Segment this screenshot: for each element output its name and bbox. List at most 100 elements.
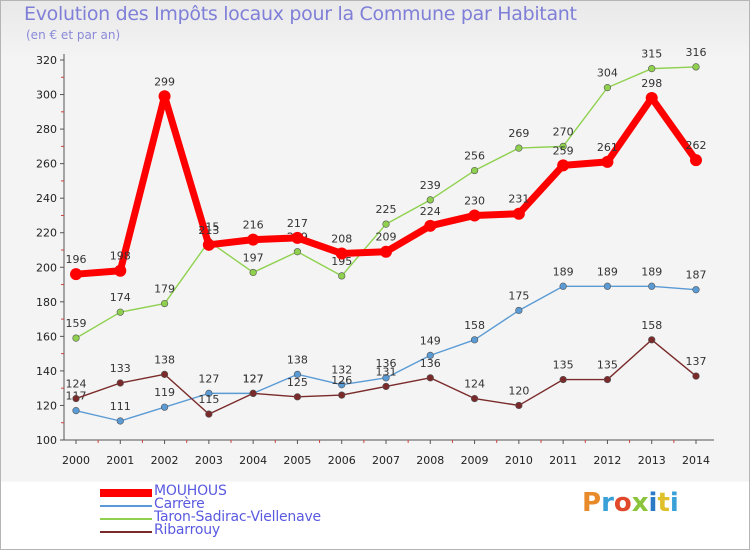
- data-label: 208: [331, 232, 352, 245]
- data-label: 230: [464, 194, 485, 207]
- data-label: 196: [66, 253, 87, 266]
- data-label: 149: [420, 334, 441, 347]
- x-tick-label: 2000: [62, 454, 90, 467]
- x-tick-label: 2012: [593, 454, 621, 467]
- data-point: [426, 374, 434, 382]
- data-label: 133: [110, 362, 131, 375]
- data-point: [468, 209, 481, 222]
- y-tick-label: 160: [36, 330, 57, 343]
- y-tick-label: 260: [36, 158, 57, 171]
- data-label: 316: [686, 46, 707, 59]
- data-point: [559, 282, 567, 290]
- data-label: 213: [198, 224, 219, 237]
- legend-swatch: [100, 489, 152, 497]
- data-label: 224: [420, 205, 441, 218]
- data-point: [338, 272, 346, 280]
- data-label: 259: [553, 144, 574, 157]
- data-label: 299: [154, 75, 175, 88]
- y-tick-label: 200: [36, 261, 57, 274]
- data-point: [645, 92, 658, 104]
- data-point: [470, 166, 479, 175]
- data-label: 231: [508, 193, 529, 206]
- x-tick-label: 2005: [283, 454, 311, 467]
- data-point: [557, 159, 570, 172]
- data-point: [293, 248, 302, 256]
- legend-label: Ribarrouy: [154, 522, 220, 538]
- data-point: [72, 334, 80, 342]
- y-tick-label: 240: [36, 192, 57, 205]
- data-point: [338, 381, 346, 389]
- data-label: 315: [641, 48, 662, 61]
- logo-letter: t: [657, 488, 670, 518]
- legend: MOUHOUS Carrère Taron-Sadirac-Viellenave Ri…: [100, 483, 420, 538]
- data-point: [559, 142, 567, 150]
- data-label: 127: [198, 372, 219, 385]
- data-label: 158: [464, 319, 485, 332]
- data-point: [601, 155, 614, 168]
- data-point: [72, 394, 80, 403]
- data-label: 124: [66, 378, 87, 391]
- data-point: [158, 90, 171, 103]
- data-label: 158: [641, 319, 662, 332]
- y-tick-label: 220: [36, 227, 57, 240]
- data-point: [382, 374, 390, 382]
- x-tick-label: 2010: [505, 454, 533, 467]
- data-point: [603, 84, 612, 92]
- legend-item: Ribarrouy: [100, 522, 420, 538]
- data-label: 239: [420, 179, 441, 192]
- data-label: 135: [597, 359, 618, 372]
- x-tick-label: 2008: [416, 454, 444, 467]
- y-tick-label: 280: [36, 123, 57, 136]
- x-tick-label: 2001: [106, 454, 134, 467]
- data-label: 127: [243, 372, 264, 385]
- x-tick-label: 2004: [239, 454, 267, 467]
- data-label: 270: [553, 125, 574, 138]
- data-point: [692, 63, 700, 71]
- data-point: [293, 370, 302, 378]
- data-point: [205, 410, 213, 418]
- data-label: 126: [331, 374, 352, 387]
- data-label: 225: [376, 203, 397, 216]
- data-point: [160, 370, 169, 378]
- data-label: 262: [686, 139, 707, 152]
- x-tick-label: 2011: [549, 454, 577, 467]
- data-label: 261: [597, 141, 618, 154]
- legend-label: MOUHOUS: [154, 483, 227, 499]
- data-point: [603, 282, 612, 290]
- data-point: [202, 238, 215, 251]
- x-tick-label: 2007: [372, 454, 400, 467]
- legend-item: Taron-Sadirac-Viellenave: [100, 509, 420, 525]
- data-label: 209: [376, 231, 397, 244]
- data-point: [512, 207, 525, 220]
- data-point: [72, 407, 80, 415]
- y-tick-label: 320: [36, 54, 57, 67]
- legend-item: MOUHOUS: [100, 483, 420, 499]
- data-label: 175: [508, 289, 529, 302]
- legend-swatch: [100, 518, 152, 520]
- data-label: 138: [154, 353, 175, 366]
- legend-label: Taron-Sadirac-Viellenave: [154, 509, 321, 525]
- legend-swatch: [100, 531, 152, 533]
- data-label: 119: [154, 386, 175, 399]
- data-label: 137: [686, 355, 707, 368]
- data-label: 217: [287, 217, 308, 230]
- data-label: 304: [597, 67, 618, 80]
- y-tick-label: 300: [36, 89, 57, 102]
- chart-subtitle: (en € et par an): [26, 28, 121, 42]
- data-label: 135: [553, 359, 574, 372]
- data-point: [247, 233, 260, 246]
- data-point: [249, 389, 257, 397]
- data-label: 298: [641, 77, 662, 90]
- data-label: 124: [464, 378, 485, 391]
- data-label: 197: [243, 251, 264, 264]
- data-point: [515, 306, 523, 315]
- y-tick-label: 120: [36, 399, 57, 412]
- data-label: 187: [686, 269, 707, 282]
- data-point: [559, 375, 567, 384]
- data-point: [470, 336, 479, 344]
- logo-letter: o: [613, 488, 632, 518]
- data-point: [380, 245, 392, 258]
- data-label: 115: [198, 393, 219, 406]
- data-point: [205, 389, 213, 397]
